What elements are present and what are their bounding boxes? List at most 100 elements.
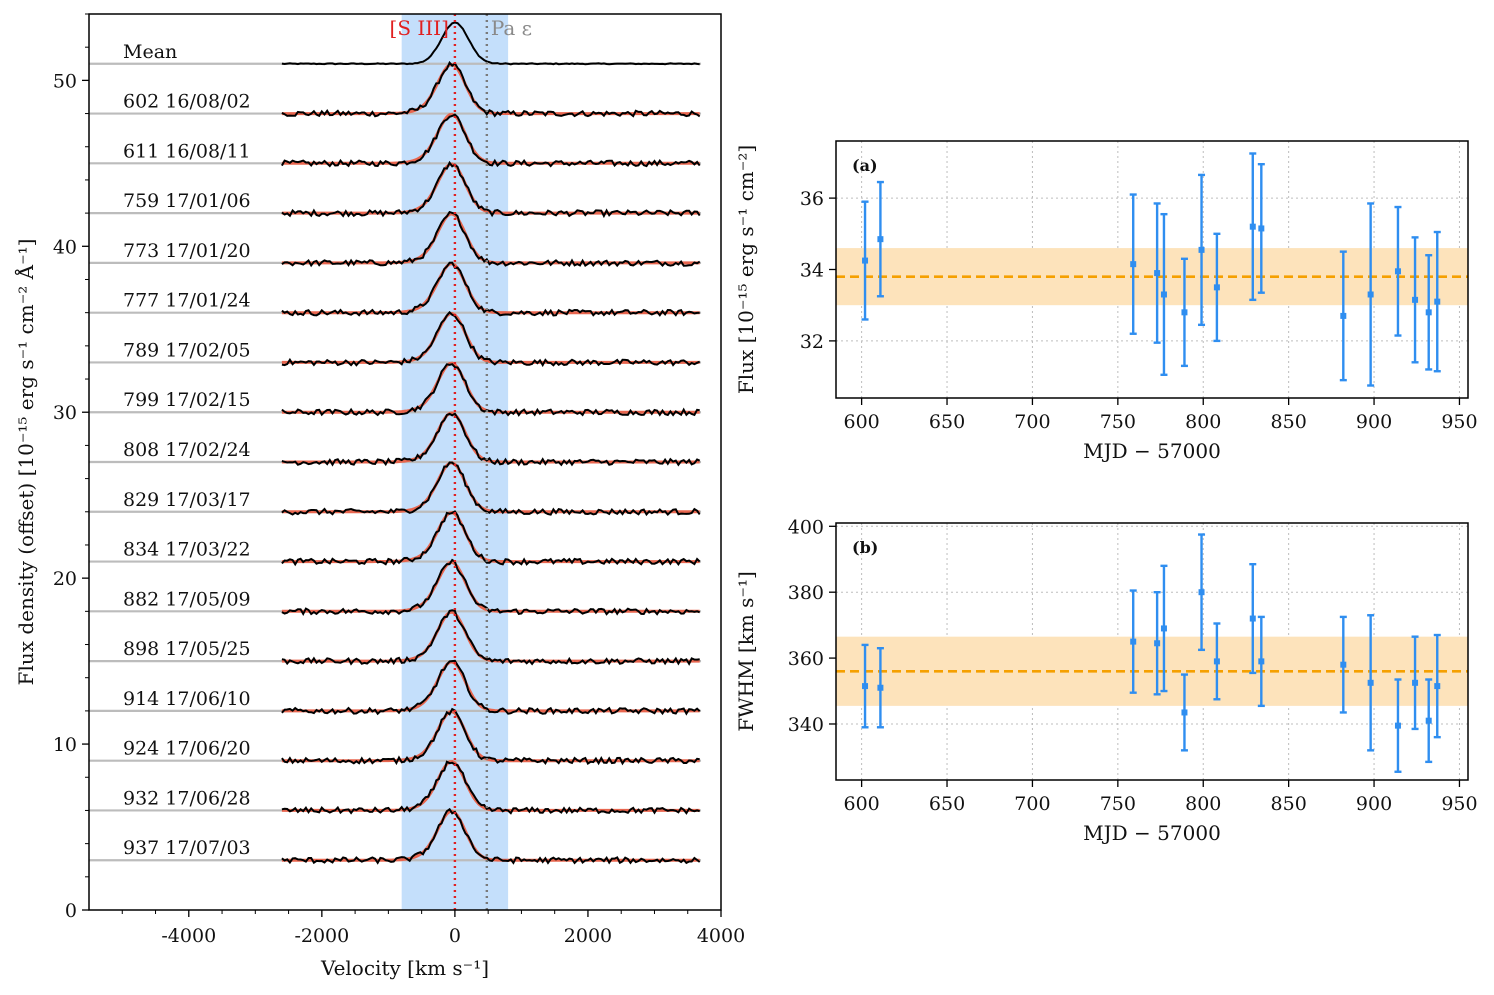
flux-point-10 bbox=[1340, 312, 1347, 319]
spectrum-7 bbox=[281, 363, 700, 417]
flux-y-axis-label: Flux [10⁻¹⁵ erg s⁻¹ cm⁻²] bbox=[734, 145, 758, 394]
row-label-3: 759 17/01/06 bbox=[123, 190, 251, 212]
fwhm-point-7 bbox=[1213, 658, 1220, 665]
row-label-9: 829 17/03/17 bbox=[123, 489, 251, 511]
flux-x-tick-label-3: 750 bbox=[1100, 411, 1136, 433]
y-tick-label-5: 50 bbox=[53, 70, 77, 92]
row-label-2: 611 16/08/11 bbox=[123, 140, 251, 162]
fwhm-point-9 bbox=[1258, 658, 1265, 665]
fwhm-point-15 bbox=[1434, 683, 1441, 690]
spectrum-16 bbox=[281, 807, 701, 865]
flux-point-4 bbox=[1160, 291, 1167, 298]
flux-panel: 600 650 700 750 800 850 900 950 32 34 36 (a) MJD − 5… bbox=[734, 140, 1478, 463]
flux-point-5 bbox=[1181, 309, 1188, 316]
fwhm-point-13 bbox=[1412, 679, 1419, 686]
spectrum-14 bbox=[281, 707, 700, 766]
fwhm-x-tick-label-3: 750 bbox=[1100, 793, 1136, 815]
flux-point-12 bbox=[1394, 268, 1401, 275]
row-label-6: 789 17/02/05 bbox=[123, 339, 251, 361]
x-tick-label-2: 0 bbox=[449, 925, 461, 947]
fwhm-frame bbox=[835, 522, 1469, 781]
fwhm-x-tick-label-2: 700 bbox=[1014, 793, 1050, 815]
fwhm-x-tick-label-0: 600 bbox=[843, 793, 879, 815]
row-label-16: 937 17/07/03 bbox=[123, 837, 251, 859]
row-label-5: 777 17/01/24 bbox=[123, 290, 251, 312]
spectrum-2 bbox=[281, 113, 701, 168]
fwhm-point-0 bbox=[862, 683, 869, 690]
fwhm-point-11 bbox=[1367, 679, 1374, 686]
flux-panel-tag: (a) bbox=[852, 156, 878, 175]
row-label-10: 834 17/03/22 bbox=[123, 539, 251, 561]
spectrum-11 bbox=[281, 558, 701, 617]
fwhm-y-tick-label-1: 360 bbox=[788, 648, 824, 670]
spectrum-9 bbox=[281, 461, 701, 517]
y-tick-label-4: 40 bbox=[53, 236, 77, 258]
fwhm-point-4 bbox=[1160, 625, 1167, 632]
row-label-0: Mean bbox=[123, 41, 177, 63]
row-label-14: 924 17/06/20 bbox=[123, 738, 251, 760]
flux-point-6 bbox=[1198, 246, 1205, 253]
fwhm-point-8 bbox=[1249, 615, 1256, 622]
row-label-12: 898 17/05/25 bbox=[123, 638, 251, 660]
y-tick-label-3: 30 bbox=[53, 402, 77, 424]
flux-point-0 bbox=[862, 257, 869, 264]
flux-point-14 bbox=[1425, 309, 1432, 316]
spectrum-10 bbox=[281, 510, 701, 567]
x-tick-label-1: -2000 bbox=[294, 925, 349, 947]
s3-label: [S III] bbox=[390, 16, 449, 40]
flux-point-13 bbox=[1412, 296, 1419, 303]
fwhm-y-tick-label-3: 400 bbox=[788, 516, 824, 538]
fwhm-y-axis-label: FWHM [km s⁻¹] bbox=[734, 571, 758, 732]
fwhm-x-tick-label-7: 950 bbox=[1441, 793, 1477, 815]
fwhm-point-10 bbox=[1340, 661, 1347, 668]
flux-point-7 bbox=[1213, 284, 1220, 291]
x-tick-label-3: 2000 bbox=[564, 925, 612, 947]
fwhm-y-tick-label-2: 380 bbox=[788, 582, 824, 604]
fwhm-point-3 bbox=[1154, 640, 1161, 647]
row-label-7: 799 17/02/15 bbox=[123, 389, 251, 411]
spectra-panel: Mean 602 16/08/02 611 16/08/11 759 17/01/06… bbox=[13, 13, 745, 980]
fwhm-point-6 bbox=[1198, 589, 1205, 596]
fwhm-panel: 600 650 700 750 800 850 900 950 340 360 380 400 (b) M… bbox=[734, 516, 1478, 845]
fwhm-x-tick-label-6: 900 bbox=[1356, 793, 1392, 815]
spectrum-0 bbox=[281, 21, 700, 66]
fwhm-point-5 bbox=[1181, 709, 1188, 716]
spectrum-8 bbox=[281, 412, 701, 467]
flux-point-11 bbox=[1367, 291, 1374, 298]
row-label-13: 914 17/06/10 bbox=[123, 688, 251, 710]
flux-y-tick-label-0: 32 bbox=[800, 331, 824, 353]
y-tick-label-2: 20 bbox=[53, 568, 77, 590]
spectrum-12 bbox=[281, 609, 700, 666]
flux-x-tick-label-6: 900 bbox=[1356, 411, 1392, 433]
fwhm-x-tick-label-5: 850 bbox=[1271, 793, 1307, 815]
flux-x-tick-label-2: 700 bbox=[1014, 411, 1050, 433]
spectrum-6 bbox=[281, 310, 701, 368]
fwhm-x-tick-label-4: 800 bbox=[1185, 793, 1221, 815]
x-tick-label-4: 4000 bbox=[697, 925, 745, 947]
flux-point-9 bbox=[1258, 225, 1265, 232]
spectrum-4 bbox=[281, 210, 701, 268]
spectrum-13 bbox=[281, 659, 701, 716]
flux-x-axis-label: MJD − 57000 bbox=[1083, 439, 1221, 463]
spectrum-3 bbox=[281, 160, 701, 219]
x-axis-label: Velocity [km s⁻¹] bbox=[320, 956, 489, 980]
fwhm-point-2 bbox=[1130, 638, 1137, 645]
flux-point-15 bbox=[1434, 298, 1441, 305]
pa-label: Pa ε bbox=[491, 16, 532, 40]
y-axis-label: Flux density (offset) [10⁻¹⁵ erg s⁻¹ cm⁻… bbox=[13, 239, 38, 686]
fwhm-x-axis-label: MJD − 57000 bbox=[1083, 821, 1221, 845]
flux-y-tick-label-2: 36 bbox=[800, 188, 824, 210]
spectra-frame bbox=[88, 13, 722, 911]
flux-point-3 bbox=[1154, 270, 1161, 277]
flux-x-tick-label-1: 650 bbox=[929, 411, 965, 433]
flux-point-2 bbox=[1130, 261, 1137, 268]
spectrum-1 bbox=[281, 60, 701, 118]
row-label-1: 602 16/08/02 bbox=[123, 91, 251, 113]
fwhm-x-tick-label-1: 650 bbox=[929, 793, 965, 815]
spectrum-5 bbox=[281, 261, 700, 317]
row-label-15: 932 17/06/28 bbox=[123, 787, 251, 809]
fwhm-panel-tag: (b) bbox=[852, 538, 878, 557]
flux-x-tick-label-4: 800 bbox=[1185, 411, 1221, 433]
flux-x-tick-label-5: 850 bbox=[1271, 411, 1307, 433]
